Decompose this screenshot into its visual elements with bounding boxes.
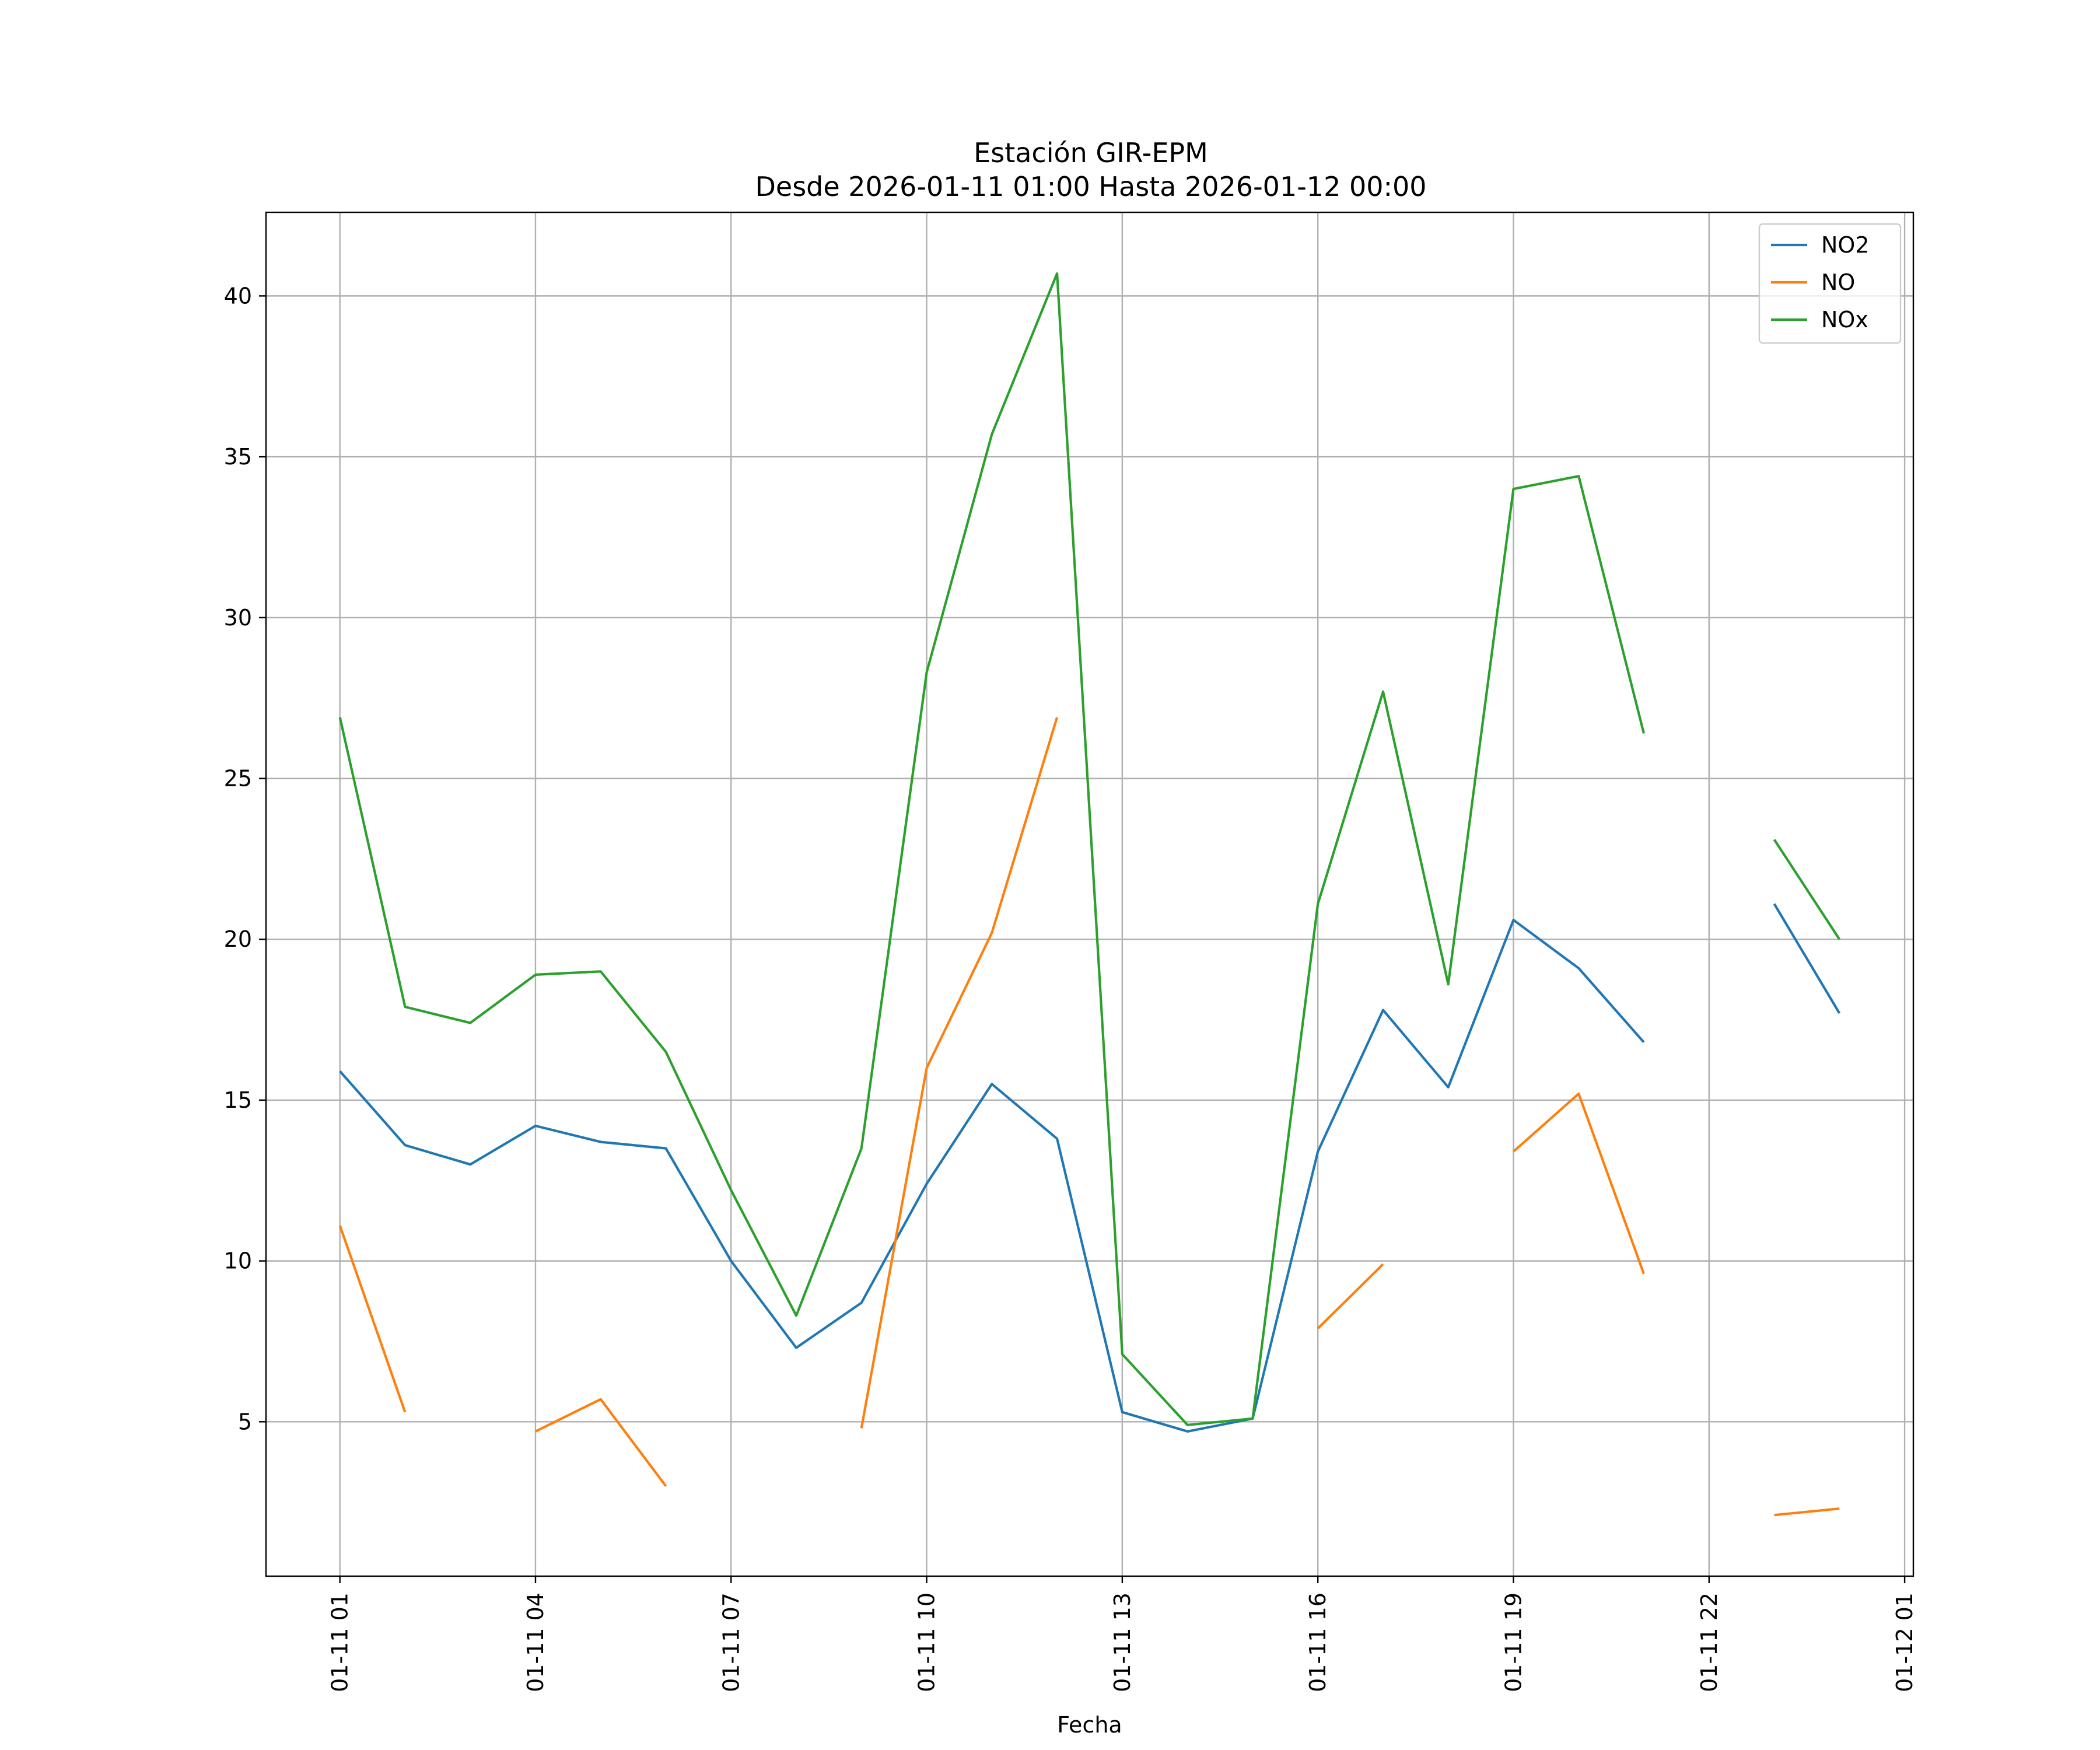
plot-series <box>338 272 1841 1517</box>
series-line-no2 <box>1773 903 1841 1014</box>
y-tick-label: 25 <box>224 765 252 791</box>
legend-box <box>1758 223 1902 344</box>
series-line-no <box>338 1225 407 1413</box>
x-tick-label: 01-11 13 <box>1110 1592 1135 1692</box>
legend: NO2 NO NOx <box>1758 223 1902 344</box>
y-tick-label: 15 <box>224 1087 252 1113</box>
legend-label-no: NO <box>1821 270 1855 295</box>
x-tick-label: 01-11 07 <box>718 1592 744 1692</box>
axis-ticks: 01-11 01 01-11 04 01-11 07 01-11 10 01-11 13… <box>224 283 1917 1692</box>
y-tick-label: 10 <box>224 1248 252 1274</box>
legend-label-no2: NO2 <box>1821 232 1870 258</box>
x-tick-label: 01-12 01 <box>1892 1592 1917 1692</box>
series-line-no <box>1774 1507 1840 1517</box>
y-tick-label: 30 <box>224 605 252 631</box>
plot-frame <box>265 211 1915 1577</box>
x-tick-label: 01-11 19 <box>1500 1592 1526 1692</box>
y-tick-label: 40 <box>224 283 252 309</box>
x-axis-label: Fecha <box>1057 1712 1122 1738</box>
series-line-no2 <box>339 918 1645 1433</box>
x-tick-label: 01-11 16 <box>1305 1592 1331 1692</box>
x-tick-label: 01-11 22 <box>1696 1592 1722 1692</box>
legend-label-nox: NOx <box>1821 307 1868 332</box>
series-line-nox <box>1773 839 1841 940</box>
series-line-no <box>1513 1092 1645 1275</box>
series-line-no <box>535 1398 667 1487</box>
y-tick-label: 20 <box>224 926 252 952</box>
series-line-no <box>1317 1263 1384 1329</box>
chart-subtitle: Desde 2026-01-11 01:00 Hasta 2026-01-12 … <box>755 171 1426 202</box>
series-line-no <box>860 717 1059 1429</box>
y-tick-label: 5 <box>238 1409 252 1434</box>
series-line-nox <box>338 272 1646 1426</box>
x-tick-label: 01-11 01 <box>327 1592 353 1692</box>
chart-title: Estación GIR-EPM <box>974 137 1208 169</box>
y-tick-label: 35 <box>224 444 252 470</box>
x-tick-label: 01-11 04 <box>523 1592 548 1692</box>
x-tick-label: 01-11 10 <box>914 1592 940 1692</box>
